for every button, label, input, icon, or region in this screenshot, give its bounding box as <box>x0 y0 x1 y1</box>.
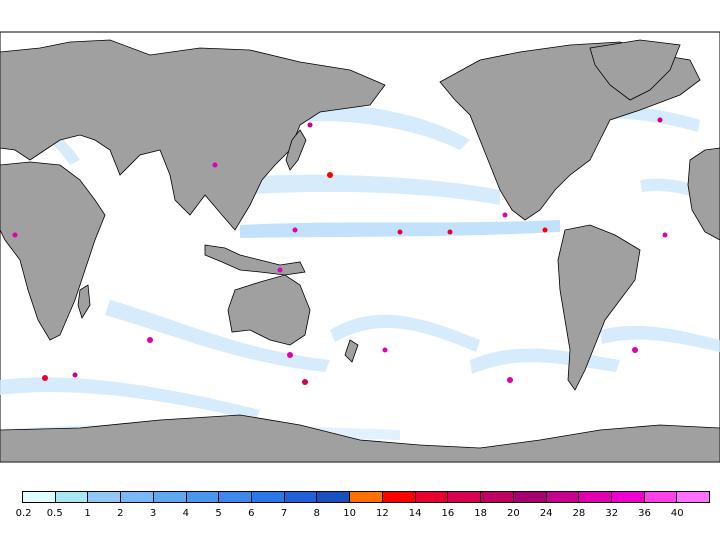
legend-swatch <box>23 492 56 502</box>
legend-label: 20 <box>507 508 520 519</box>
africa-landmass <box>0 161 106 341</box>
legend-label: 40 <box>670 508 684 519</box>
legend-label: 32 <box>605 508 619 519</box>
legend-label: 14 <box>408 508 422 519</box>
legend-swatch <box>677 492 710 502</box>
legend-labels: 0.2 0.5 1 2 3 4 5 6 7 8 10 12 14 16 18 20 24 28 32 36 40 <box>16 508 710 522</box>
legend-swatch <box>546 492 580 502</box>
legend-label: 6 <box>248 508 255 519</box>
new-zealand-landmass <box>344 339 359 363</box>
legend-label: 16 <box>441 508 455 519</box>
legend-swatch <box>284 492 318 502</box>
legend-swatch <box>88 492 122 502</box>
legend-label: 1 <box>84 508 91 519</box>
legend-swatch <box>415 492 449 502</box>
legend-label: 7 <box>280 508 288 519</box>
legend-label: 12 <box>376 508 389 519</box>
color-legend: 0.2 0.5 1 2 3 4 5 6 7 8 10 12 14 16 18 20 24 28 32 36 40 <box>16 491 710 531</box>
legend-label: 18 <box>474 508 488 519</box>
legend-label: 3 <box>149 508 157 519</box>
madagascar-landmass <box>77 284 91 319</box>
legend-swatch <box>611 492 645 502</box>
legend-label: 5 <box>215 508 222 519</box>
legend-swatch <box>153 492 187 502</box>
legend-label: 10 <box>343 508 356 519</box>
legend-swatch <box>121 492 154 502</box>
europe-west-landmass <box>687 147 720 241</box>
legend-swatch <box>481 492 514 502</box>
legend-swatch <box>317 492 351 502</box>
legend-label: 36 <box>638 508 651 519</box>
heavy-precip-spots <box>12 117 668 385</box>
legend-label: 8 <box>313 508 321 519</box>
greenland-landmass <box>589 39 681 101</box>
legend-swatch <box>219 492 253 502</box>
precipitation-map <box>0 31 720 463</box>
antarctica-landmass <box>0 414 720 463</box>
legend-label: 0.5 <box>46 508 63 519</box>
australia-landmass <box>227 274 311 346</box>
legend-swatch <box>644 492 678 502</box>
legend-label: 2 <box>117 508 124 519</box>
legend-swatch <box>186 492 220 502</box>
eurasia-landmass <box>0 39 386 231</box>
legend-label: 0.2 <box>15 508 32 519</box>
legend-swatch <box>350 492 383 502</box>
legend-swatch <box>513 492 547 502</box>
legend-label: 24 <box>539 508 553 519</box>
legend-swatch <box>252 492 285 502</box>
legend-swatch <box>579 492 612 502</box>
legend-swatch <box>448 492 482 502</box>
legend-colorbar <box>22 491 710 503</box>
south-america-landmass <box>557 224 641 391</box>
legend-label: 28 <box>572 508 586 519</box>
legend-swatch <box>382 492 416 502</box>
legend-swatch <box>55 492 89 502</box>
legend-label: 4 <box>182 508 189 519</box>
japan-landmass <box>285 129 307 171</box>
